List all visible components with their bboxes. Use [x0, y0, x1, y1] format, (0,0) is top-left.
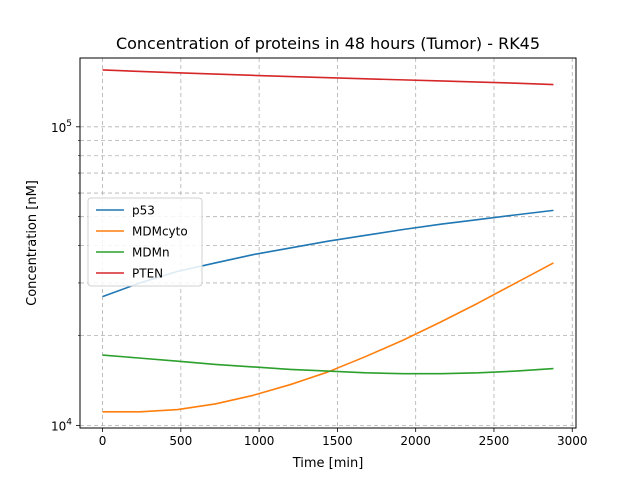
x-axis-label: Time [min] — [292, 456, 364, 471]
y-tick-base: 10 — [51, 121, 66, 135]
legend-label-mdmn: MDMn — [132, 246, 170, 260]
legend-label-p53: p53 — [132, 204, 155, 218]
x-tick-label: 3000 — [557, 434, 588, 448]
grid — [80, 58, 576, 428]
x-tick-label: 2500 — [479, 434, 510, 448]
x-tick-label: 1000 — [244, 434, 275, 448]
x-tick-label: 2000 — [400, 434, 431, 448]
legend-box — [87, 197, 203, 287]
y-tick-label: 104 — [51, 417, 72, 433]
x-tick-label: 1500 — [322, 434, 353, 448]
y-axis-label: Concentration [nM] — [25, 180, 40, 306]
legend-label-pten: PTEN — [132, 267, 163, 281]
series-line-pten — [102, 69, 554, 86]
y-tick-exponent: 5 — [66, 119, 72, 129]
y-tick-label: 105 — [51, 119, 72, 135]
x-tick-label: 500 — [169, 434, 192, 448]
y-tick-base: 10 — [51, 419, 66, 433]
x-tick-label: 0 — [99, 434, 107, 448]
y-tick-exponent: 4 — [66, 417, 72, 427]
legend: p53 MDMcyto MDMn PTEN — [87, 197, 203, 287]
series-line-mdmn — [102, 354, 554, 375]
plot-frame — [79, 57, 577, 429]
chart-title: Concentration of proteins in 48 hours (T… — [116, 34, 540, 53]
legend-label-mdmcyto: MDMcyto — [132, 225, 188, 239]
series-line-mdmcyto — [102, 262, 554, 413]
